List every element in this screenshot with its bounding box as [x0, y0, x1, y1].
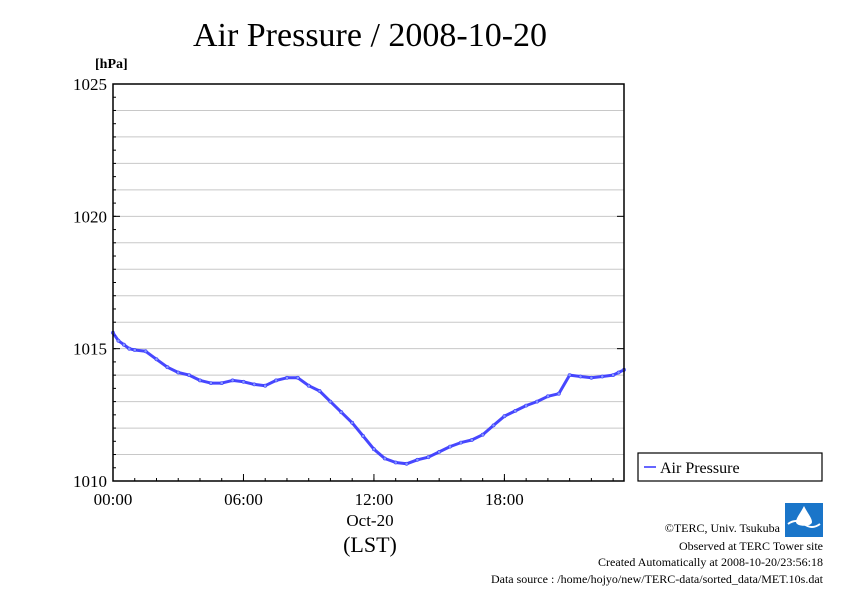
legend: Air Pressure [637, 452, 823, 482]
data-point [317, 389, 322, 393]
x-axis: 00:00 06:00 12:00 18:00 [94, 474, 614, 509]
legend-box [637, 452, 823, 482]
data-point [219, 381, 224, 386]
plot-frame [112, 83, 625, 482]
data-point [165, 365, 170, 370]
x-axis-title: (LST) [343, 532, 397, 557]
y-tick-label: 1020 [73, 207, 107, 226]
data-point [556, 391, 561, 396]
legend-label: Air Pressure [660, 460, 740, 477]
data-point [382, 456, 387, 461]
y-axis-unit: [hPa] [95, 57, 128, 72]
data-point [415, 457, 420, 462]
data-point [491, 423, 496, 428]
data-point [616, 370, 621, 375]
x-tick-label: 00:00 [94, 490, 133, 509]
x-tick-label: 06:00 [224, 490, 263, 509]
y-tick-label: 1025 [73, 75, 107, 94]
y-axis: 1010 1015 1020 1025 [73, 75, 624, 491]
copyright-text: ©TERC, Univ. Tsukuba [665, 521, 781, 535]
data-point [350, 420, 355, 425]
data-point [567, 373, 572, 378]
data-point [600, 374, 605, 379]
data-point [132, 348, 137, 352]
data-point [502, 414, 507, 419]
x-axis-date-label: Oct-20 [346, 511, 393, 530]
grid-lines [113, 109, 624, 456]
data-point [176, 370, 181, 375]
data-point [252, 382, 257, 387]
data-point [404, 461, 409, 466]
data-point [241, 379, 246, 384]
data-point [285, 375, 289, 380]
data-point [143, 349, 148, 354]
data-point [426, 455, 431, 460]
data-point [469, 438, 474, 442]
data-point [306, 383, 311, 388]
data-point [589, 375, 594, 380]
data-point [361, 434, 366, 438]
data-point [524, 403, 529, 408]
data-point [480, 432, 485, 437]
data-point [513, 408, 518, 413]
data-point [437, 449, 442, 454]
data-point [230, 378, 235, 383]
data-point [578, 374, 583, 379]
data-point [393, 460, 398, 465]
data-point [187, 373, 192, 378]
data-point [198, 378, 202, 383]
data-point [295, 375, 300, 380]
created-text: Created Automatically at 2008-10-20/23:5… [598, 555, 823, 569]
source-text: Data source : /home/hojyo/new/TERC-data/… [491, 572, 824, 586]
data-point [122, 342, 126, 347]
chart-title: Air Pressure / 2008-10-20 [193, 17, 547, 54]
data-point [448, 444, 452, 449]
logo-wave-icon [787, 520, 821, 528]
data-point [458, 440, 463, 445]
data-point [263, 383, 268, 388]
data-point [116, 338, 121, 343]
terc-logo [785, 503, 823, 537]
x-tick-label: 12:00 [355, 490, 394, 509]
observed-text: Observed at TERC Tower site [679, 539, 823, 553]
data-point [127, 346, 132, 351]
y-tick-label: 1015 [73, 340, 107, 359]
data-point [208, 381, 213, 386]
x-tick-label: 18:00 [485, 490, 524, 509]
y-tick-label: 1010 [73, 472, 107, 491]
data-point [546, 394, 550, 399]
series-line-air-pressure [111, 331, 626, 466]
plot-series [111, 330, 626, 466]
data-point [328, 399, 333, 404]
data-point [339, 410, 344, 415]
data-point [611, 373, 616, 378]
data-point [535, 399, 539, 404]
data-point [154, 357, 159, 362]
data-point [274, 378, 279, 383]
data-point [371, 447, 376, 452]
